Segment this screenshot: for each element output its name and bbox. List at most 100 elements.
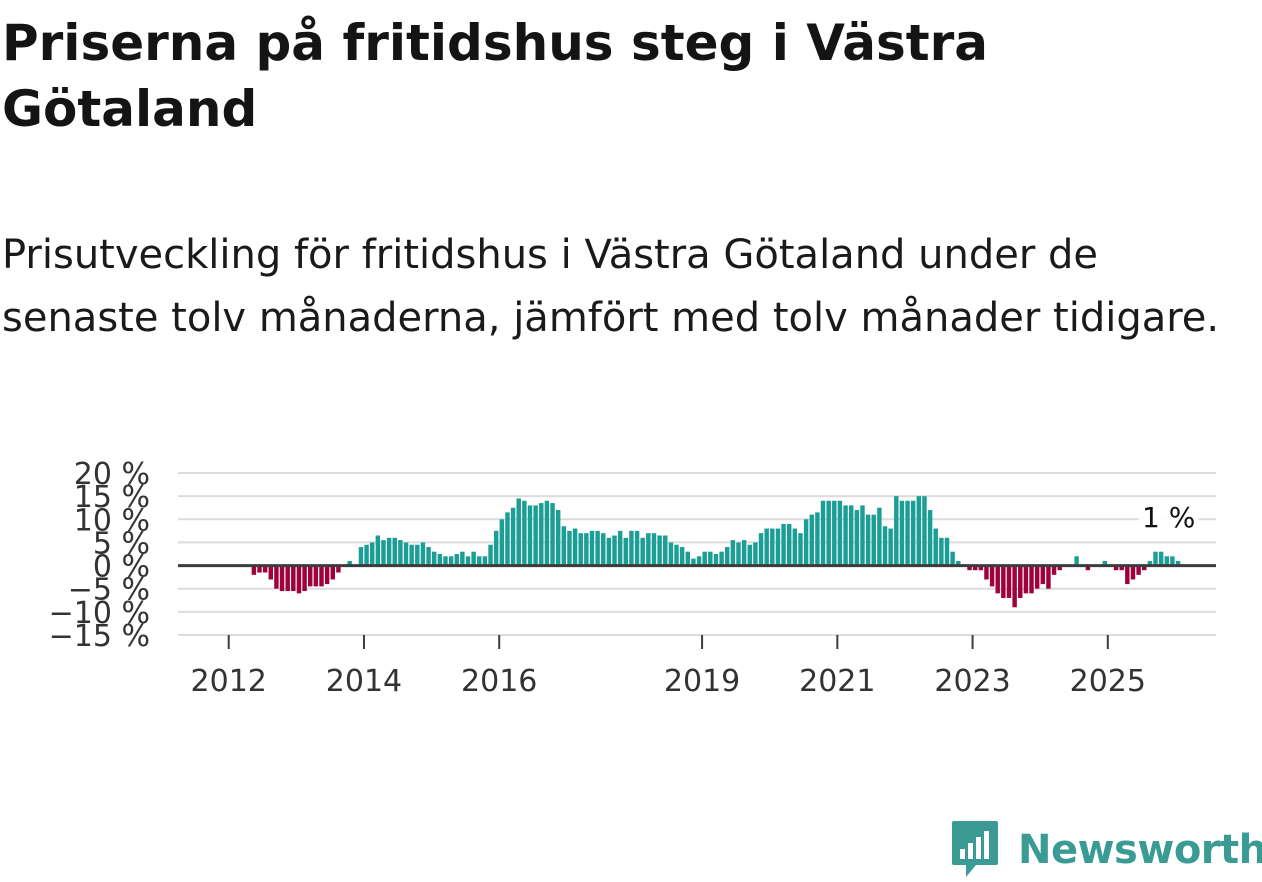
bar — [956, 560, 961, 566]
bar — [262, 565, 268, 573]
bar — [1130, 565, 1136, 580]
bar — [984, 565, 989, 580]
bar — [1119, 565, 1124, 571]
bar — [725, 547, 730, 566]
bar — [584, 533, 589, 566]
bar — [251, 565, 257, 575]
bar — [916, 496, 922, 566]
bar — [1102, 560, 1108, 566]
bar — [319, 565, 324, 587]
bar — [527, 505, 533, 566]
bar — [944, 537, 950, 566]
bar — [477, 556, 482, 566]
bar — [781, 523, 786, 566]
bar — [257, 565, 262, 573]
bar — [629, 530, 634, 566]
bar — [285, 565, 290, 592]
bar — [471, 551, 476, 566]
bar — [770, 528, 775, 566]
bar — [888, 528, 893, 566]
bar — [274, 565, 279, 589]
bar — [646, 533, 651, 566]
bar — [905, 500, 910, 566]
bar — [1012, 565, 1017, 608]
bar — [865, 514, 871, 566]
bar — [1051, 565, 1057, 575]
x-tick-label: 2021 — [799, 664, 875, 699]
bar — [702, 551, 707, 566]
bar — [1125, 565, 1130, 585]
bar — [1046, 565, 1051, 589]
bar — [561, 526, 567, 566]
bar — [1006, 565, 1012, 598]
x-tick-label: 2012 — [191, 664, 267, 699]
bar — [482, 556, 488, 566]
bar — [640, 537, 645, 566]
price-change-chart: 20 %15 %10 %5 %0 %−5 %−10 %−15 % 2012 2014… — [49, 457, 1216, 699]
bar — [364, 544, 369, 566]
bar — [426, 547, 431, 566]
bar — [747, 544, 752, 566]
bar — [465, 556, 471, 566]
bar — [324, 565, 330, 585]
bar — [595, 530, 600, 566]
newsworthy-logo-icon — [952, 821, 998, 877]
bar — [336, 565, 341, 573]
bar — [555, 510, 561, 566]
bar — [736, 542, 741, 566]
bar — [601, 533, 606, 566]
y-tick-label: 10 % — [74, 503, 150, 538]
page-subtitle: Prisutveckling för fritidshus i Västra G… — [2, 232, 1220, 341]
bar — [657, 535, 662, 566]
bar — [787, 523, 792, 566]
bar — [505, 512, 510, 566]
x-tick-label: 2019 — [664, 664, 740, 699]
bar — [358, 547, 364, 566]
y-tick-label: 15 % — [74, 480, 150, 515]
bar — [815, 512, 820, 566]
bar — [510, 507, 516, 566]
bar — [1142, 565, 1147, 571]
bar — [668, 542, 674, 566]
bar — [899, 500, 905, 566]
bar — [279, 565, 285, 592]
bar — [674, 544, 679, 566]
y-tick-label: −5 % — [68, 573, 150, 608]
bar — [939, 537, 944, 566]
bar — [347, 560, 352, 566]
bar — [1001, 565, 1006, 598]
bar — [522, 500, 527, 566]
bar — [730, 540, 736, 566]
bar — [860, 505, 865, 566]
bar — [454, 554, 459, 566]
bar — [330, 565, 335, 580]
bar — [617, 530, 623, 566]
page-title: Priserna på fritidshus steg i Västra Göt… — [2, 14, 989, 138]
bar — [803, 519, 809, 566]
bar — [533, 505, 538, 566]
bar — [989, 565, 995, 587]
bar — [589, 530, 595, 566]
bar — [409, 544, 414, 566]
bar — [696, 556, 702, 566]
bar — [612, 535, 617, 566]
bar — [606, 537, 612, 566]
bar — [578, 533, 583, 566]
bar — [950, 551, 955, 566]
bar — [719, 551, 724, 566]
bar — [775, 528, 781, 566]
bar — [302, 565, 307, 592]
bar — [375, 535, 381, 566]
bar — [882, 526, 888, 566]
bar — [443, 556, 448, 566]
bar — [1170, 556, 1175, 566]
bar — [967, 565, 972, 571]
x-tick-label: 2025 — [1070, 664, 1146, 699]
bar — [448, 556, 454, 566]
bar — [1074, 556, 1079, 566]
bar — [431, 551, 437, 566]
bar — [1018, 565, 1023, 598]
bar — [741, 540, 747, 566]
bar — [539, 503, 544, 566]
bar — [1175, 560, 1181, 566]
